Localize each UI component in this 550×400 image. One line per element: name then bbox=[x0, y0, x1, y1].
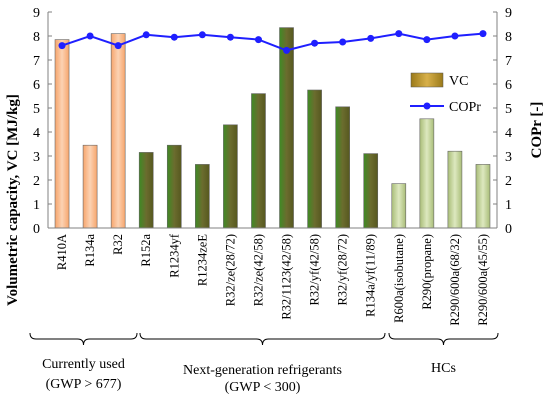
category-label-14: R290/600a(68/32) bbox=[448, 234, 462, 326]
left-tick-label-1: 1 bbox=[33, 198, 40, 213]
copr-point-4 bbox=[170, 33, 178, 41]
bar-vc-12 bbox=[391, 183, 407, 229]
bars-layer bbox=[54, 27, 491, 229]
group-bracket-2 bbox=[388, 332, 499, 346]
copr-point-2 bbox=[114, 42, 122, 50]
right-tick-label-9: 9 bbox=[505, 6, 512, 21]
category-labels-layer: R410A R134a R32 R152a R1234yf R1234zeE R32/ze(… bbox=[55, 233, 490, 326]
copr-point-14 bbox=[451, 32, 459, 40]
bar-vc-6 bbox=[223, 124, 238, 229]
right-ticks-layer: 0 1 2 3 4 5 6 7 8 9 bbox=[493, 6, 512, 237]
group-label-0: Currently used bbox=[42, 357, 125, 372]
left-tick-label-6: 6 bbox=[33, 78, 40, 93]
copr-point-13 bbox=[423, 36, 431, 44]
right-tick-label-8: 8 bbox=[505, 30, 512, 45]
bar-vc-10 bbox=[335, 106, 350, 229]
category-label-9: R32/yf(42/58) bbox=[308, 234, 322, 306]
bar-vc-0 bbox=[54, 39, 70, 229]
copr-point-5 bbox=[198, 31, 206, 39]
bar-vc-13 bbox=[419, 118, 435, 229]
copr-point-15 bbox=[479, 30, 487, 38]
y2-axis-title: COPr [-] bbox=[529, 102, 545, 159]
bar-vc-4 bbox=[166, 144, 182, 229]
category-label-8: R32/1123(42/58) bbox=[280, 234, 294, 320]
left-tick-label-8: 8 bbox=[33, 30, 40, 45]
copr-point-9 bbox=[311, 39, 319, 47]
copr-line-layer bbox=[58, 30, 487, 54]
group-bracket-1 bbox=[139, 332, 386, 346]
copr-point-1 bbox=[86, 32, 94, 40]
bar-vc-3 bbox=[138, 152, 154, 229]
bar-vc-9 bbox=[307, 89, 322, 229]
group-label-2: HCs bbox=[431, 361, 456, 376]
group-sublabel-1: (GWP < 300) bbox=[225, 380, 301, 395]
legend-vc-label: VC bbox=[449, 74, 468, 89]
category-label-5: R1234zeE bbox=[195, 234, 209, 286]
right-tick-label-1: 1 bbox=[505, 198, 512, 213]
legend-vc-swatch bbox=[410, 72, 444, 88]
copr-point-3 bbox=[142, 31, 150, 39]
bar-vc-7 bbox=[251, 93, 266, 229]
copr-point-10 bbox=[339, 38, 347, 46]
category-label-11: R134a/yf(11/89) bbox=[364, 234, 378, 317]
copr-line bbox=[61, 32, 484, 52]
copr-point-12 bbox=[395, 30, 403, 38]
right-tick-label-5: 5 bbox=[505, 102, 512, 117]
left-ticks-layer: 0 1 2 3 4 5 6 7 8 9 bbox=[33, 6, 52, 237]
category-label-1: R134a bbox=[83, 234, 97, 267]
copr-point-0 bbox=[58, 42, 66, 50]
left-tick-label-5: 5 bbox=[33, 102, 40, 117]
bar-vc-8 bbox=[279, 27, 294, 229]
copr-point-7 bbox=[254, 36, 262, 44]
copr-point-6 bbox=[226, 33, 234, 41]
legend-copr-marker bbox=[423, 102, 431, 110]
bar-vc-15 bbox=[475, 164, 491, 229]
group-label-1: Next-generation refrigerants bbox=[183, 363, 342, 378]
category-label-10: R32/yf(28/72) bbox=[336, 234, 350, 306]
left-tick-label-2: 2 bbox=[33, 174, 40, 189]
category-label-2: R32 bbox=[111, 234, 125, 255]
bar-vc-14 bbox=[447, 150, 463, 229]
category-label-12: R600a(isobutane) bbox=[392, 234, 406, 323]
group-bracket-0 bbox=[29, 332, 138, 346]
category-label-7: R32/ze(42/58) bbox=[251, 234, 265, 306]
right-tick-label-3: 3 bbox=[505, 150, 512, 165]
category-label-13: R290(propane) bbox=[420, 234, 434, 310]
bar-vc-5 bbox=[195, 164, 210, 229]
left-tick-label-9: 9 bbox=[33, 6, 40, 21]
group-sublabel-0: (GWP > 677) bbox=[46, 377, 122, 392]
right-tick-label-0: 0 bbox=[505, 222, 512, 237]
left-tick-label-3: 3 bbox=[33, 150, 40, 165]
right-tick-label-4: 4 bbox=[505, 126, 512, 141]
bar-vc-11 bbox=[363, 153, 379, 229]
right-tick-label-7: 7 bbox=[505, 54, 512, 69]
bar-vc-2 bbox=[110, 33, 126, 229]
right-tick-label-2: 2 bbox=[505, 174, 512, 189]
legend-copr-label: COPr bbox=[449, 100, 481, 115]
category-label-3: R152a bbox=[139, 234, 153, 267]
category-label-0: R410A bbox=[55, 234, 69, 270]
left-tick-label-7: 7 bbox=[33, 54, 40, 69]
y-axis-title: Volumetric capacity, VC [MJ/kg] bbox=[5, 94, 21, 306]
bar-vc-1 bbox=[82, 144, 98, 229]
right-tick-label-6: 6 bbox=[505, 78, 512, 93]
left-tick-label-4: 4 bbox=[33, 126, 40, 141]
legend: VC COPr bbox=[410, 72, 481, 115]
left-tick-label-0: 0 bbox=[33, 222, 40, 237]
copr-point-8 bbox=[283, 46, 291, 54]
category-label-6: R32/ze(28/72) bbox=[223, 234, 237, 306]
category-label-15: R290/600a(45/55) bbox=[476, 234, 490, 326]
copr-point-11 bbox=[367, 34, 375, 42]
category-label-4: R1234yf bbox=[167, 233, 181, 278]
group-brackets-layer: Currently used (GWP > 677) Next-generation… bbox=[29, 332, 499, 395]
